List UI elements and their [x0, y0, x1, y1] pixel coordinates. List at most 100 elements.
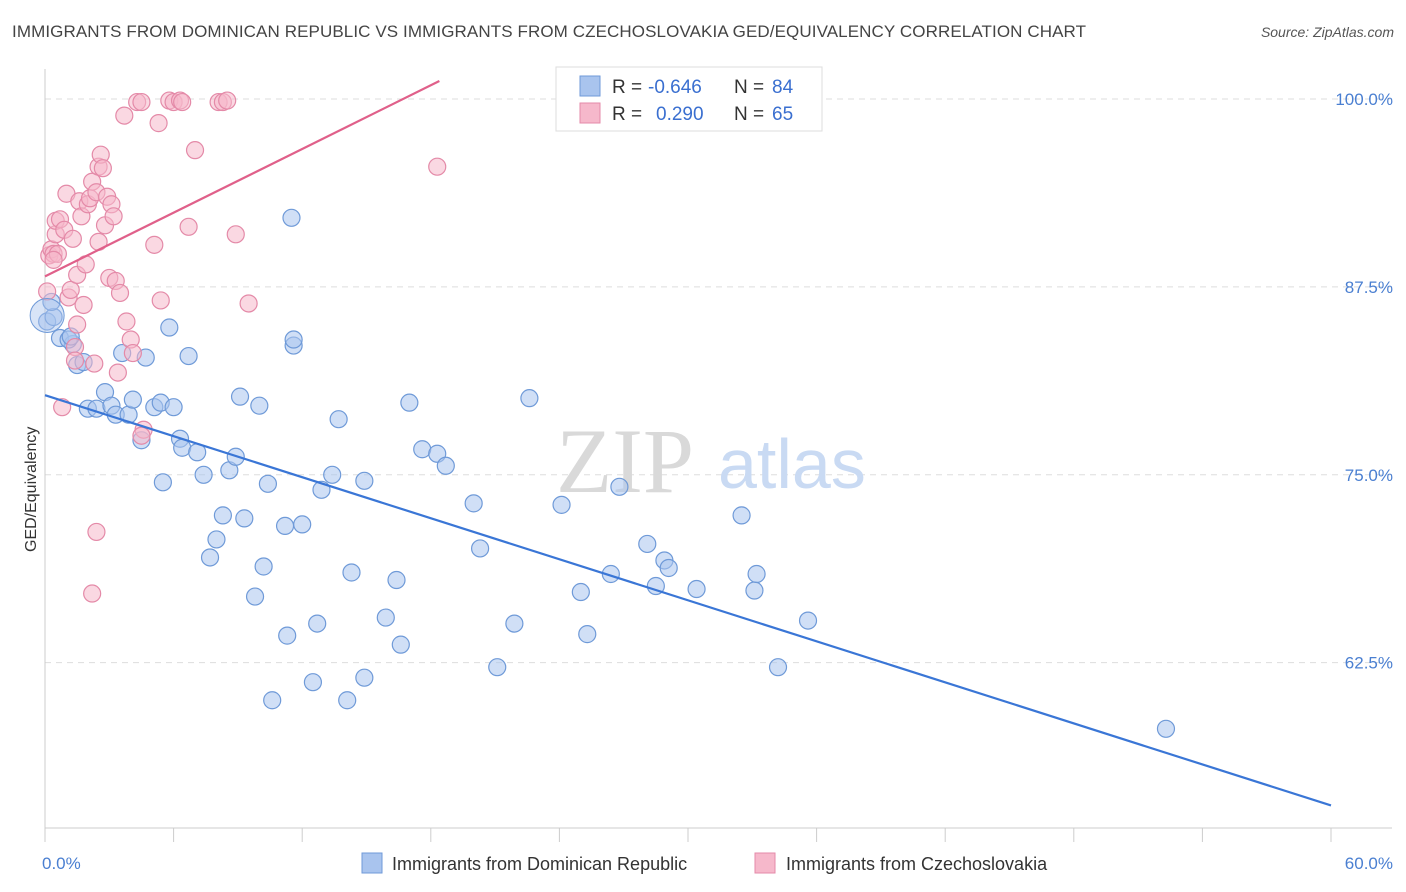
point-dominican-republic — [275, 516, 295, 536]
point-czechoslovakia — [110, 283, 130, 303]
y-axis-label: GED/Equivalency — [23, 427, 40, 552]
y-tick-label-2: 75.0% — [1345, 466, 1393, 485]
point-dominican-republic — [638, 534, 657, 554]
point-czechoslovakia — [145, 235, 164, 254]
point-dominican-republic — [263, 691, 282, 710]
point-czechoslovakia — [87, 522, 106, 542]
point-dominican-republic — [153, 473, 172, 492]
point-czechoslovakia — [428, 157, 447, 176]
point-dominican-republic — [342, 563, 361, 582]
point-dominican-republic — [400, 393, 419, 412]
bottom-legend-label-2: Immigrants from Czechoslovakia — [786, 854, 1048, 874]
point-dominican-republic — [520, 389, 539, 408]
axes — [44, 69, 1392, 842]
point-czechoslovakia — [93, 159, 112, 178]
y-tick-label-0: 100.0% — [1335, 90, 1393, 109]
watermark-atlas: atlas — [718, 425, 866, 503]
point-dominican-republic — [732, 506, 751, 525]
point-dominican-republic — [338, 691, 357, 710]
point-dominican-republic — [798, 611, 818, 630]
point-czechoslovakia — [85, 354, 104, 373]
legend-swatch-blue — [579, 75, 601, 97]
point-dominican-republic — [207, 530, 226, 549]
legend-r-value-1: -0.646 — [648, 77, 702, 98]
point-dominican-republic — [470, 539, 490, 558]
point-czechoslovakia — [226, 225, 245, 244]
point-czechoslovakia — [185, 141, 205, 160]
legend-r-label-2: R = — [612, 104, 642, 125]
point-dominican-republic — [284, 330, 303, 349]
point-dominican-republic — [164, 398, 183, 417]
bottom-legend-swatch-pink — [754, 852, 776, 874]
trend-line-czechoslovakia — [44, 80, 440, 278]
point-dominican-republic — [200, 548, 220, 567]
point-dominican-republic — [278, 626, 297, 645]
point-dominican-republic — [745, 581, 764, 600]
point-dominican-republic — [194, 465, 213, 484]
y-tick-label-3: 62.5% — [1345, 654, 1393, 673]
point-czechoslovakia — [149, 114, 168, 133]
point-dominican-republic — [747, 564, 766, 584]
point-czechoslovakia — [108, 363, 127, 382]
point-dominican-republic — [250, 396, 269, 415]
bottom-legend-label-1: Immigrants from Dominican Republic — [392, 854, 687, 874]
point-dominican-republic — [571, 582, 590, 602]
point-czechoslovakia — [117, 312, 136, 331]
point-dominican-republic — [464, 494, 483, 513]
point-dominican-republic — [488, 658, 507, 677]
point-czechoslovakia — [65, 351, 85, 370]
point-dominican-republic — [329, 410, 348, 429]
point-dominican-republic — [235, 509, 254, 528]
point-dominican-republic — [258, 474, 278, 493]
bottom-legend: Immigrants from Dominican Republic Immig… — [361, 852, 1048, 874]
point-czechoslovakia — [173, 92, 192, 112]
point-dominican-republic — [303, 673, 323, 692]
point-dominican-republic — [323, 465, 342, 484]
point-dominican-republic — [293, 515, 312, 534]
legend-n-value-2: 65 — [772, 104, 793, 125]
point-czechoslovakia — [123, 343, 142, 363]
y-tick-labels: 100.0% 87.5% 75.0% 62.5% — [1335, 90, 1393, 673]
legend: R = -0.646 N = 84 R = 0.290 N = 65 — [555, 66, 823, 132]
point-czechoslovakia — [83, 584, 102, 603]
point-dominican-republic — [436, 456, 455, 475]
point-dominican-republic — [413, 440, 432, 459]
x-tick-label-max: 60.0% — [1345, 854, 1393, 873]
legend-r-label-1: R = — [612, 77, 642, 98]
point-dominican-republic — [123, 390, 142, 409]
point-dominican-republic — [355, 471, 374, 490]
point-czechoslovakia — [239, 294, 258, 313]
chart-source: Source: ZipAtlas.com — [1260, 24, 1394, 40]
point-dominican-republic — [659, 558, 678, 578]
point-dominican-republic — [308, 614, 327, 633]
point-dominican-republic — [610, 477, 629, 496]
point-czechoslovakia — [63, 229, 82, 248]
legend-r-value-2: 0.290 — [656, 104, 704, 125]
point-dominican-republic — [230, 387, 250, 406]
watermark-zip: ZIP — [556, 410, 694, 512]
point-dominican-republic — [213, 506, 232, 525]
point-dominican-republic — [687, 579, 706, 599]
point-dominican-republic — [387, 570, 406, 590]
trend-line-dominican-republic — [44, 394, 1332, 807]
legend-n-value-1: 84 — [772, 77, 794, 98]
legend-n-label-1: N = — [734, 77, 764, 98]
point-dominican-republic — [552, 495, 571, 514]
point-czechoslovakia — [218, 91, 237, 110]
point-dominican-republic — [391, 635, 410, 654]
point-dominican-republic — [355, 668, 374, 687]
x-tick-labels: 0.0% 60.0% — [42, 854, 1393, 873]
legend-swatch-pink — [579, 102, 601, 124]
point-dominican-republic — [768, 658, 788, 677]
point-dominican-republic — [282, 208, 301, 227]
point-dominican-republic — [578, 625, 597, 644]
point-dominican-republic — [179, 346, 198, 366]
chart-title: IMMIGRANTS FROM DOMINICAN REPUBLIC VS IM… — [12, 22, 1087, 41]
point-dominican-republic — [160, 318, 179, 337]
point-czechoslovakia — [74, 295, 93, 315]
point-czechoslovakia — [132, 426, 151, 445]
grid-lines — [45, 98, 1392, 664]
point-czechoslovakia — [68, 315, 87, 334]
trend-lines — [44, 80, 1332, 807]
